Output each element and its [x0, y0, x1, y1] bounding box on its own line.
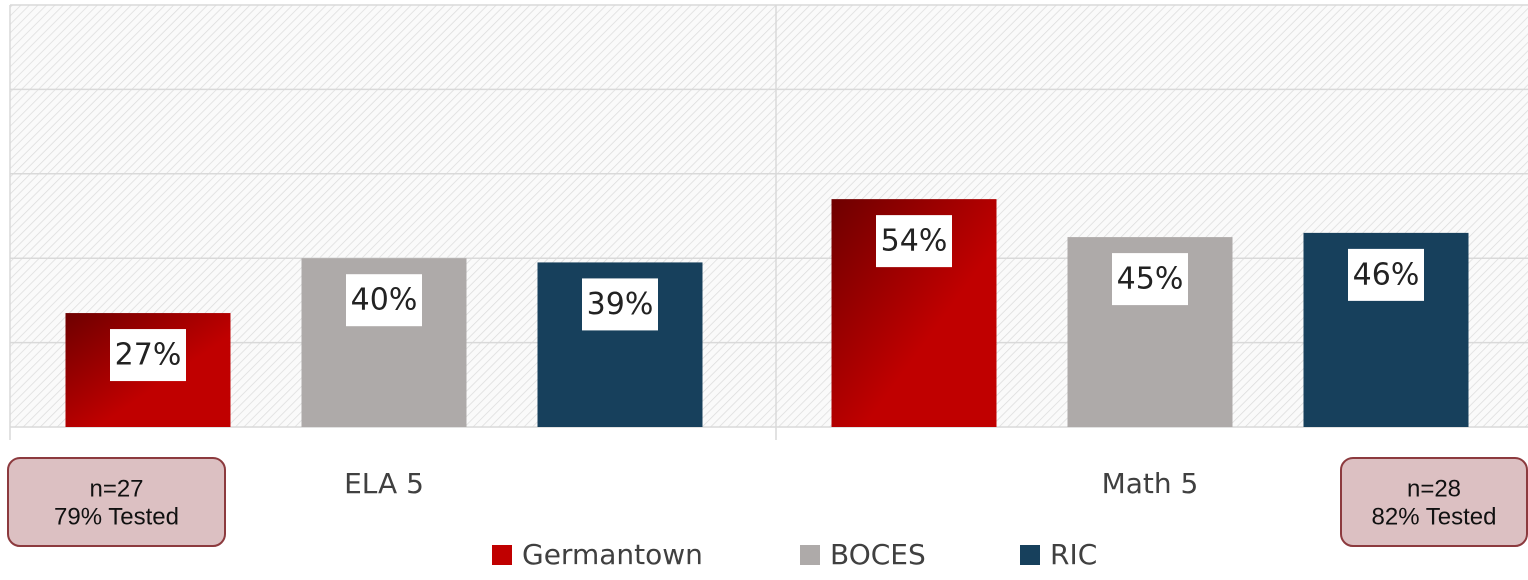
data-label: 40%	[351, 283, 418, 318]
annotation-box	[1340, 457, 1528, 547]
data-label: 27%	[115, 338, 182, 373]
data-label-box	[582, 278, 658, 331]
data-label-box	[876, 215, 952, 268]
legend-swatch	[1020, 545, 1040, 565]
annotation-text: 82% Tested	[1372, 503, 1497, 530]
data-label: 54%	[881, 224, 948, 259]
data-label-box	[1112, 253, 1188, 306]
x-tick-label: Math 5	[1102, 467, 1199, 500]
annotation-text: n=28	[1407, 475, 1461, 502]
x-tick-label: ELA 5	[344, 467, 424, 500]
legend-label: RIC	[1050, 538, 1097, 571]
legend-label: Germantown	[522, 538, 703, 571]
legend-swatch	[800, 545, 820, 565]
data-label-box	[1348, 248, 1424, 301]
annotation-text: n=27	[89, 475, 143, 502]
annotation-box	[7, 457, 226, 547]
data-label: 39%	[587, 287, 654, 322]
plot-background	[10, 5, 1528, 427]
data-label-box	[110, 329, 186, 382]
data-label-box	[346, 274, 422, 327]
legend-swatch	[492, 545, 512, 565]
annotation-text: 79% Tested	[54, 503, 179, 530]
data-label: 46%	[1353, 257, 1420, 292]
legend-label: BOCES	[830, 538, 926, 571]
data-label: 45%	[1117, 262, 1184, 297]
